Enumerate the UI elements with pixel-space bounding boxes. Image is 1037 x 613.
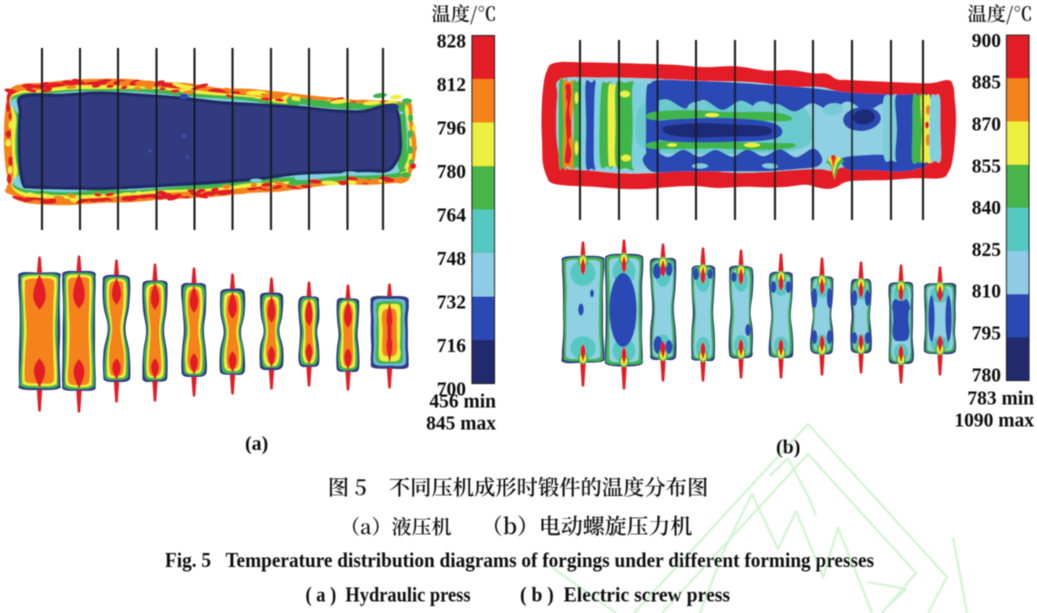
svg-text:716: 716 xyxy=(437,336,467,357)
svg-text:Fig. 5 Temperature distribut: Fig. 5 Temperature distribution diagrams… xyxy=(165,548,874,572)
svg-text:840: 840 xyxy=(972,198,1001,219)
svg-text:845 max: 845 max xyxy=(426,414,496,435)
svg-text:456 min: 456 min xyxy=(429,392,496,413)
svg-text:780: 780 xyxy=(972,365,1001,386)
svg-text:732: 732 xyxy=(437,293,466,314)
svg-text:764: 764 xyxy=(437,206,467,227)
svg-text:810: 810 xyxy=(972,282,1001,303)
svg-text:855: 855 xyxy=(972,156,1002,177)
svg-text:885: 885 xyxy=(972,73,1002,94)
svg-text:( a ) Hydraulic press: ( a ) Hydraulic press xyxy=(306,583,471,607)
svg-text:748: 748 xyxy=(437,249,467,270)
svg-text:1090 max: 1090 max xyxy=(954,411,1034,432)
svg-text:(a): (a) xyxy=(245,433,268,455)
svg-text:870: 870 xyxy=(972,115,1001,136)
svg-text:825: 825 xyxy=(972,240,1002,261)
svg-text:783 min: 783 min xyxy=(967,389,1034,410)
svg-text:900: 900 xyxy=(972,31,1001,52)
svg-text:795: 795 xyxy=(972,324,1002,345)
svg-text:828: 828 xyxy=(437,32,467,53)
svg-text:(b): (b) xyxy=(776,437,800,459)
svg-text:700: 700 xyxy=(437,380,466,401)
svg-text:796: 796 xyxy=(437,119,467,140)
svg-text:( b ) Electric screw press: ( b ) Electric screw press xyxy=(520,583,730,607)
svg-text:780: 780 xyxy=(437,162,466,183)
svg-text:812: 812 xyxy=(437,75,466,96)
